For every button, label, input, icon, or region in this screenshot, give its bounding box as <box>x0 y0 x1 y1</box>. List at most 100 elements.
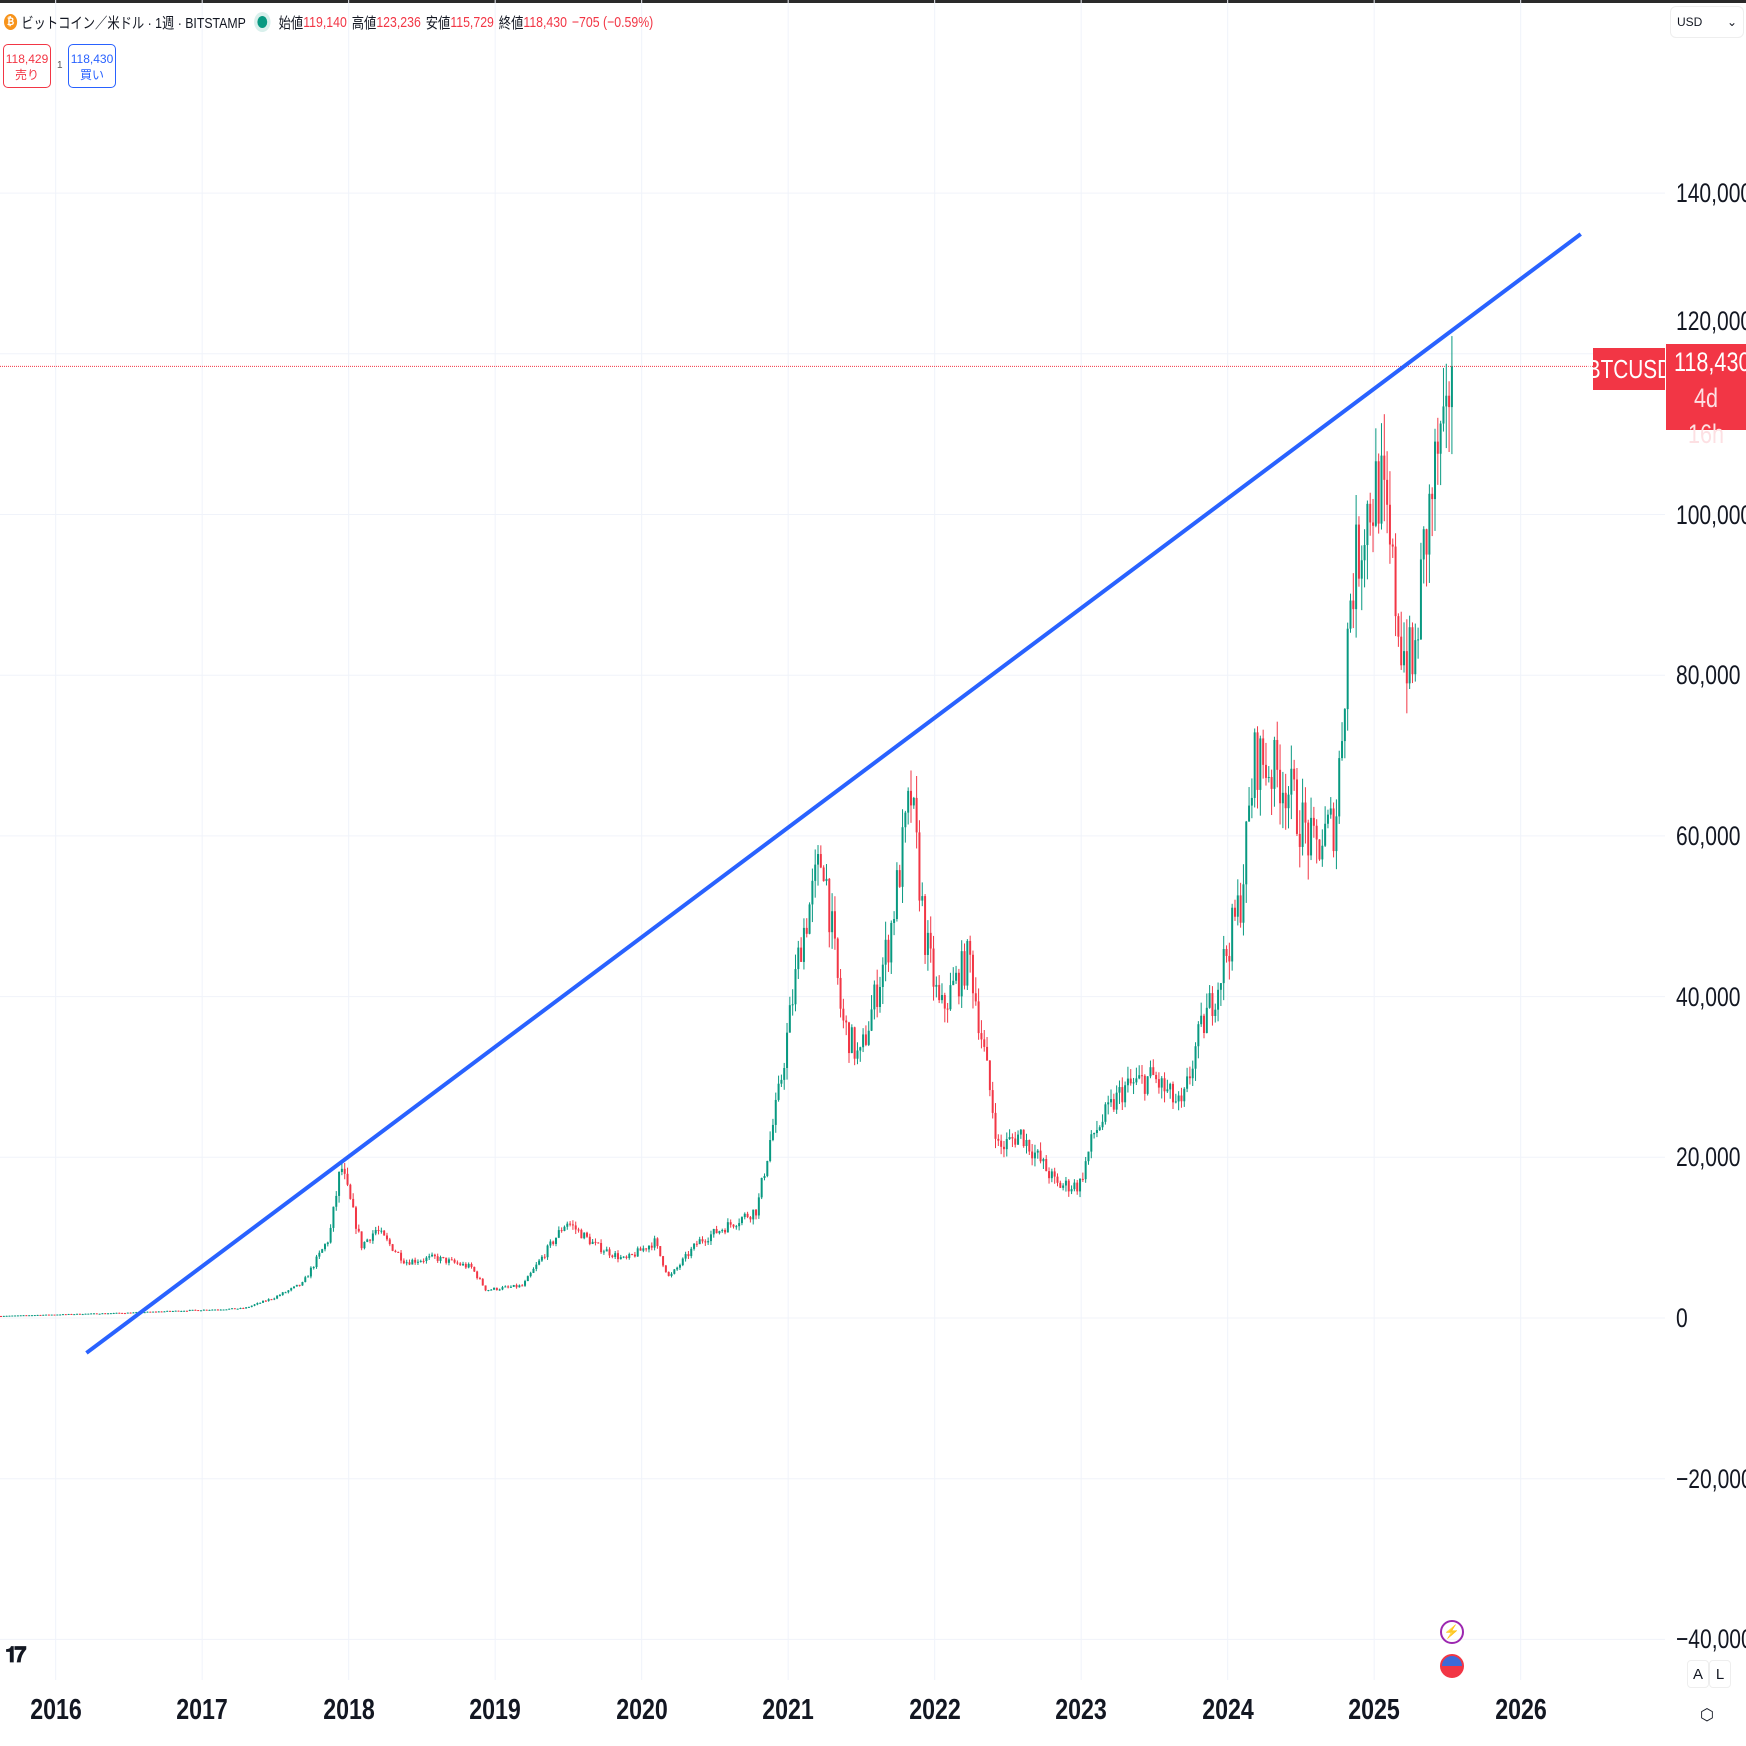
candle-body <box>1053 1171 1056 1177</box>
candle-body <box>1372 522 1375 526</box>
candle-body <box>588 1236 591 1245</box>
log-scale-button[interactable]: L <box>1709 1660 1731 1688</box>
candle-body <box>963 951 966 986</box>
candle-body <box>431 1254 434 1257</box>
buy-button[interactable]: 118,430 買い <box>68 44 116 88</box>
candle-body <box>397 1251 400 1253</box>
candle-body <box>879 987 881 1007</box>
candle-body <box>422 1260 425 1262</box>
candle-body <box>163 1311 166 1313</box>
chevron-down-icon: ⌄ <box>1726 15 1737 29</box>
change-value: −705 (−0.59%) <box>571 13 654 31</box>
us-flag-event-icon[interactable] <box>1440 1654 1464 1678</box>
candle-body <box>1442 406 1445 424</box>
candle-body <box>433 1254 436 1257</box>
candle-body <box>594 1241 597 1243</box>
candle-body <box>524 1281 527 1286</box>
y-tick-label: 40,000 <box>1676 981 1741 1012</box>
currency-select[interactable]: USD ⌄ <box>1670 6 1744 38</box>
candle-body <box>988 1060 991 1091</box>
candle-body <box>1152 1067 1155 1075</box>
candle-body <box>87 1313 90 1315</box>
candle-body <box>862 1034 865 1048</box>
candle-body <box>1388 504 1391 545</box>
market-status-icon[interactable] <box>257 16 268 28</box>
candle-body <box>1059 1182 1062 1188</box>
candle-body <box>693 1243 696 1249</box>
candle-body <box>1174 1101 1177 1103</box>
candle-body <box>197 1310 200 1312</box>
lightning-event-icon[interactable]: ⚡ <box>1440 1620 1464 1644</box>
candle-body <box>873 984 876 1010</box>
candle-body <box>887 939 890 963</box>
candle-body <box>842 1008 845 1021</box>
candle-body <box>1000 1140 1003 1147</box>
candle-body <box>532 1268 535 1273</box>
candle-body <box>191 1309 194 1311</box>
auto-scale-button[interactable]: A <box>1687 1660 1709 1688</box>
candle-body <box>250 1305 253 1307</box>
candle-body <box>912 797 915 806</box>
candle-body <box>8 1315 11 1317</box>
candle-body <box>1349 600 1352 629</box>
candle-body <box>101 1313 104 1315</box>
candle-body <box>1338 758 1341 817</box>
candle-body <box>183 1310 186 1312</box>
close-value: 118,430 <box>523 13 567 31</box>
candle-body <box>473 1266 476 1272</box>
candle-body <box>1211 993 1214 1016</box>
candle-body <box>78 1313 81 1315</box>
candle-body <box>1067 1180 1070 1192</box>
candle-body <box>946 1008 949 1010</box>
candle-body <box>1135 1078 1138 1083</box>
open-value: 119,140 <box>303 13 347 31</box>
candle-body <box>16 1315 19 1317</box>
quantity[interactable]: 1 <box>57 60 63 71</box>
candle-body <box>222 1309 225 1311</box>
candle-body <box>1414 640 1417 675</box>
candle-body <box>194 1309 197 1311</box>
candle-body <box>636 1248 639 1257</box>
candle-body <box>14 1315 17 1317</box>
candle-body <box>1321 845 1324 860</box>
candle-body <box>1307 822 1310 856</box>
candle-body <box>695 1243 698 1245</box>
candle-body <box>729 1222 732 1225</box>
candle-body <box>1281 792 1284 804</box>
candle-body <box>22 1315 25 1317</box>
candle-body <box>1394 546 1397 617</box>
tradingview-logo[interactable]: 𝟏𝟕 <box>5 1642 27 1667</box>
candle-body <box>940 995 943 1001</box>
candle-body <box>19 1315 22 1317</box>
candle-body <box>639 1248 642 1251</box>
candle-body <box>1126 1078 1129 1086</box>
candle-body <box>1202 1015 1205 1034</box>
candle-body <box>143 1312 146 1314</box>
candle-body <box>848 1022 851 1054</box>
x-tick-label: 2023 <box>1055 1694 1107 1726</box>
symbol-title[interactable]: ビットコイン／米ドル · 1週 · BITSTAMP <box>21 14 246 32</box>
candle-body <box>1048 1171 1051 1179</box>
candle-body <box>259 1302 262 1304</box>
candle-body <box>205 1309 208 1311</box>
candle-body <box>1434 441 1437 500</box>
x-tick-label: 2018 <box>322 1694 375 1726</box>
candle-body <box>487 1290 490 1292</box>
candle-body <box>752 1209 755 1220</box>
candle-body <box>1039 1150 1042 1162</box>
candle-body <box>157 1311 160 1313</box>
candle-body <box>1304 802 1307 823</box>
candle-body <box>850 1027 853 1054</box>
settings-gear-icon[interactable]: ⬡ <box>1700 1707 1714 1724</box>
candle-body <box>1017 1134 1020 1145</box>
candle-body <box>504 1286 507 1288</box>
candle-body <box>1343 709 1346 742</box>
candle-body <box>690 1248 693 1257</box>
candle-body <box>755 1209 758 1216</box>
sell-button[interactable]: 118,429 売り <box>3 44 51 88</box>
candle-body <box>1064 1180 1067 1186</box>
candle-body <box>1163 1078 1166 1092</box>
candle-body <box>1259 738 1262 790</box>
candle-body <box>408 1262 411 1265</box>
